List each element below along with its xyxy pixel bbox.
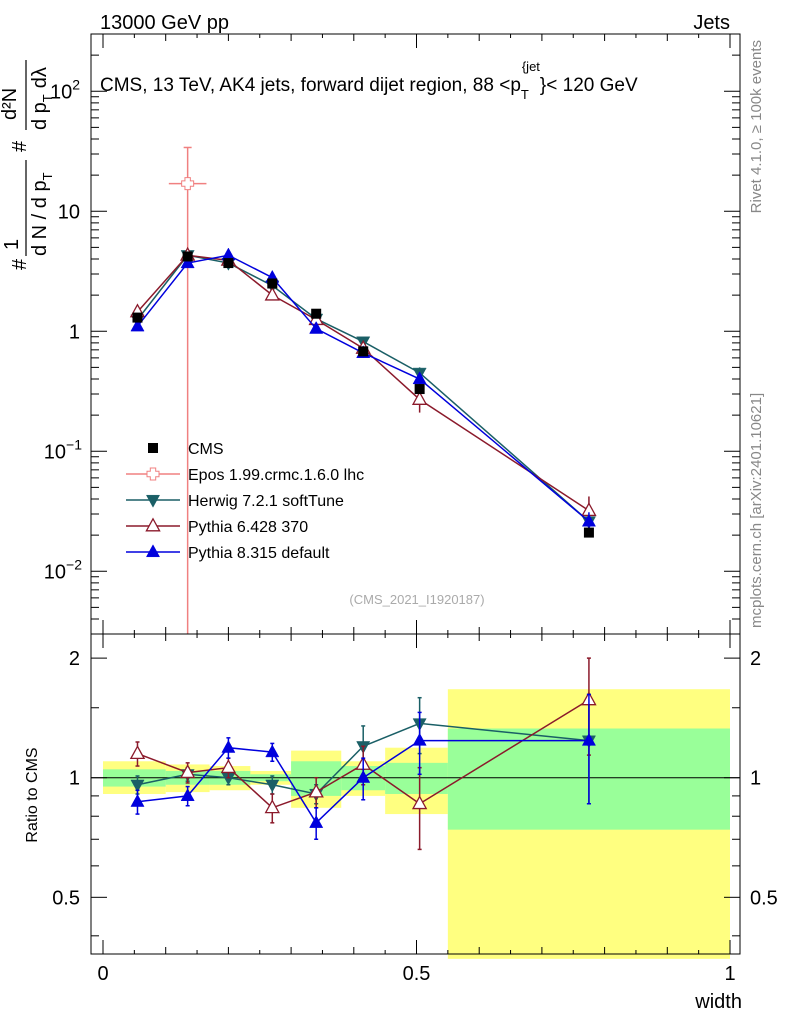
x-tick-label: 1 [724,963,735,985]
legend-item: Herwig 7.2.1 softTune [126,493,344,510]
ratio-uncertainty-bands [91,689,740,959]
data-point [581,513,596,527]
ylabel-hash-2: # [9,140,31,152]
ratio-point [130,794,145,807]
ratio-y-tick-label-right: 0.5 [750,887,778,909]
ratio-line [137,739,589,824]
data-point [411,390,428,405]
cms-data-point [182,251,193,262]
ylabel-frac-den: d N / d pT [29,172,55,256]
ratio-panel-series [129,657,597,851]
cms-data-point [311,308,322,319]
ratio-y-tick-label-right: 1 [750,768,761,790]
legend-marker [145,494,161,508]
legend-item: Epos 1.99.crmc.1.6.0 lhc [126,467,364,484]
x-axis-label: width [694,991,742,1013]
ratio-point [308,783,324,798]
series-line [136,254,590,523]
ratio-point [129,745,146,760]
legend-label: Pythia 8.315 default [188,545,330,562]
data-point [264,286,280,301]
title-sup: {jet [522,59,540,74]
mcplots-label: mcplots.cern.ch [arXiv:2401.10621] [748,393,765,628]
data-point [309,320,324,334]
data-point [130,318,145,332]
series-line [136,254,590,512]
cms-data-point [132,312,143,323]
ylabel-d2N: d²N [0,88,21,120]
header-left: 13000 GeV pp [100,12,229,34]
axes-ticks: 0 0.5 1 10−2 10−1 1 10 102 0.5 0.5 1 1 2 2 [44,33,778,985]
y-axis-label-top: # 1 d N / d pT # d²N d pTdλ [0,60,55,270]
ratio-point [179,764,196,779]
legend-item: Pythia 6.428 370 [126,517,308,536]
ratio-line [137,722,590,795]
ratio-y-tick-label-left: 2 [69,648,80,670]
legend-label: Epos 1.99.crmc.1.6.0 lhc [188,467,364,484]
title-main: CMS, 13 TeV, AK4 jets, forward dijet reg… [100,75,521,96]
ratio-y-tick-label-left: 1 [69,768,80,790]
ratio-point [180,788,195,801]
main-panel-series [129,146,597,634]
legend-item: Pythia 8.315 default [126,544,330,562]
ratio-point [220,759,237,774]
ylabel-dpdl: d pTdλ [29,67,55,130]
ylabel-frac-num: 1 [1,239,23,250]
header-right: Jets [693,12,730,34]
ratio-panel-frame [90,633,741,955]
analysis-watermark: (CMS_2021_I1920187) [349,592,484,607]
ratio-y-tick-label-left: 0.5 [52,887,80,909]
title-tail: }< 120 GeV [540,75,638,96]
title-sub: T [521,87,529,102]
plot-title: CMS, 13 TeV, AK4 jets, forward dijet reg… [100,59,638,102]
y-tick-label: 10−2 [44,556,82,583]
ylabel-hash-1: # [9,258,31,270]
legend-label: Herwig 7.2.1 softTune [188,493,344,510]
rivet-label: Rivet 4.1.0, ≥ 100k events [748,40,765,213]
legend-marker [148,443,158,453]
y-tick-label: 10 [58,201,80,223]
legend-marker [145,517,161,532]
data-point [412,371,427,385]
ratio-line [137,699,590,809]
legend-marker [145,544,161,558]
cms-data-point [358,346,369,357]
ratio-point [356,769,371,783]
y-tick-label: 10−1 [44,436,82,463]
ratio-point [265,744,280,758]
band-green [385,762,448,794]
cms-data-point [583,527,594,538]
cms-data-point [223,258,234,269]
x-tick-label: 0.5 [403,963,431,985]
y-axis-label-bottom: Ratio to CMS [24,747,41,842]
ratio-y-tick-label-right: 2 [750,648,761,670]
ratio-point [411,795,428,810]
ratio-point [581,732,596,746]
ratio-point [221,739,236,753]
legend-item-cms: CMS [148,441,224,458]
ratio-point [412,732,427,746]
cms-data-point [414,384,425,395]
ratio-point [264,799,280,814]
ratio-point [265,779,280,793]
x-tick-label: 0 [97,963,108,985]
legend: CMS Epos 1.99.crmc.1.6.0 lhc Herwig 7.2.1 … [126,441,364,562]
legend-marker [146,467,160,481]
legend-label: CMS [188,441,224,458]
y-tick-label: 1 [69,321,80,343]
ratio-point [309,815,324,828]
y-tick-label: 102 [50,76,80,103]
data-point [180,255,195,269]
cms-data-point [267,278,278,289]
legend-label: Pythia 6.428 370 [188,519,308,536]
data-point [181,177,195,191]
ratio-point [130,779,145,793]
